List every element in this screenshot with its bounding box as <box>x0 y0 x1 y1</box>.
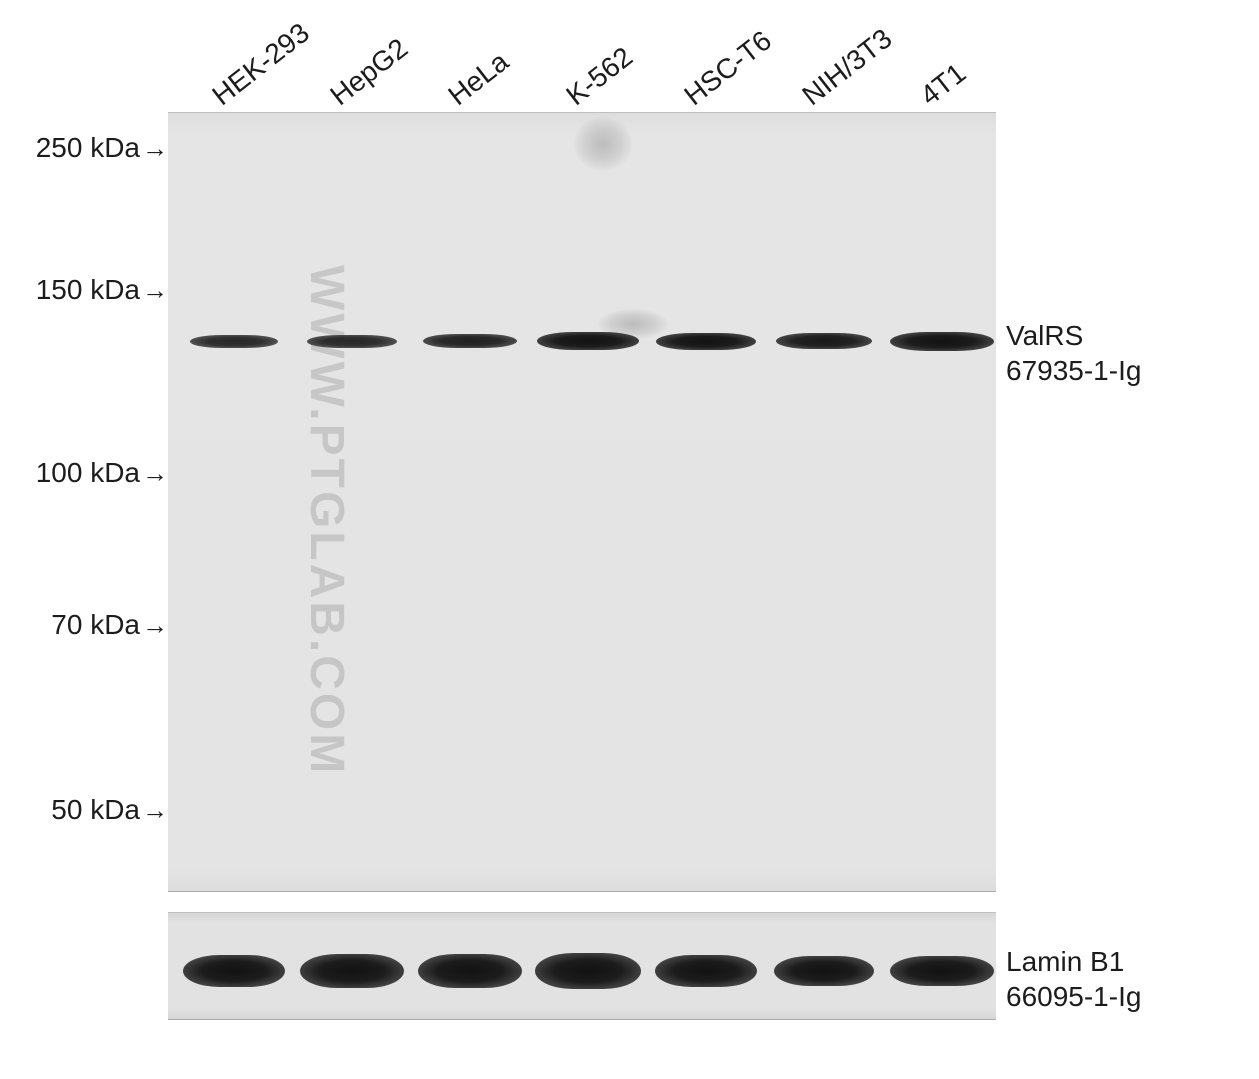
loading-control-band <box>774 956 874 986</box>
loading-control-band <box>655 955 757 987</box>
loading-control-band <box>535 953 641 989</box>
loading-control-band <box>183 955 285 987</box>
mw-marker-label: 70 kDa <box>51 609 140 641</box>
arrow-right-icon: → <box>142 135 168 161</box>
mw-marker-label: 150 kDa <box>36 274 140 306</box>
lane-label: K-562 <box>560 41 639 112</box>
loading-antibody-catalog: 66095-1-Ig <box>1006 979 1246 1014</box>
blot-smudge <box>574 117 632 171</box>
target-band <box>307 335 397 348</box>
mw-marker: 100 kDa→ <box>36 457 168 489</box>
target-antibody-label: ValRS 67935-1-Ig <box>1006 318 1246 388</box>
arrow-right-icon: → <box>142 460 168 486</box>
target-band <box>423 334 517 348</box>
mw-marker: 70 kDa→ <box>51 609 168 641</box>
mw-marker-label: 250 kDa <box>36 132 140 164</box>
loading-control-membrane <box>168 912 996 1020</box>
loading-protein-name: Lamin B1 <box>1006 944 1246 979</box>
lane-labels-row: HEK-293HepG2 HeLa K-562 HSC-T6NIH/3T3 4T1 <box>168 0 996 112</box>
lane-label: HepG2 <box>324 32 414 112</box>
target-protein-name: ValRS <box>1006 318 1246 353</box>
loading-antibody-label: Lamin B1 66095-1-Ig <box>1006 944 1246 1014</box>
main-blot-membrane: WWW.PTGLAB.COM <box>168 112 996 892</box>
target-band <box>776 333 872 349</box>
target-band <box>656 333 756 350</box>
loading-control-band <box>418 954 522 988</box>
mw-marker: 250 kDa→ <box>36 132 168 164</box>
arrow-right-icon: → <box>142 612 168 638</box>
target-antibody-catalog: 67935-1-Ig <box>1006 353 1246 388</box>
western-blot-figure: 250 kDa→150 kDa→100 kDa→70 kDa→50 kDa→ H… <box>0 0 1259 1079</box>
arrow-right-icon: → <box>142 277 168 303</box>
mw-marker: 150 kDa→ <box>36 274 168 306</box>
lane-label: 4T1 <box>914 57 972 112</box>
mw-marker-label: 100 kDa <box>36 457 140 489</box>
lane-label: HEK-293 <box>206 17 315 112</box>
loading-control-band <box>300 954 404 988</box>
mw-marker-label: 50 kDa <box>51 794 140 826</box>
mw-marker: 50 kDa→ <box>51 794 168 826</box>
target-band <box>537 332 639 350</box>
lane-label: NIH/3T3 <box>796 23 898 112</box>
lane-label: HeLa <box>442 46 514 112</box>
loading-control-band <box>890 956 994 986</box>
lane-label: HSC-T6 <box>678 25 777 112</box>
target-band <box>890 332 994 351</box>
target-band <box>190 335 278 348</box>
arrow-right-icon: → <box>142 797 168 823</box>
